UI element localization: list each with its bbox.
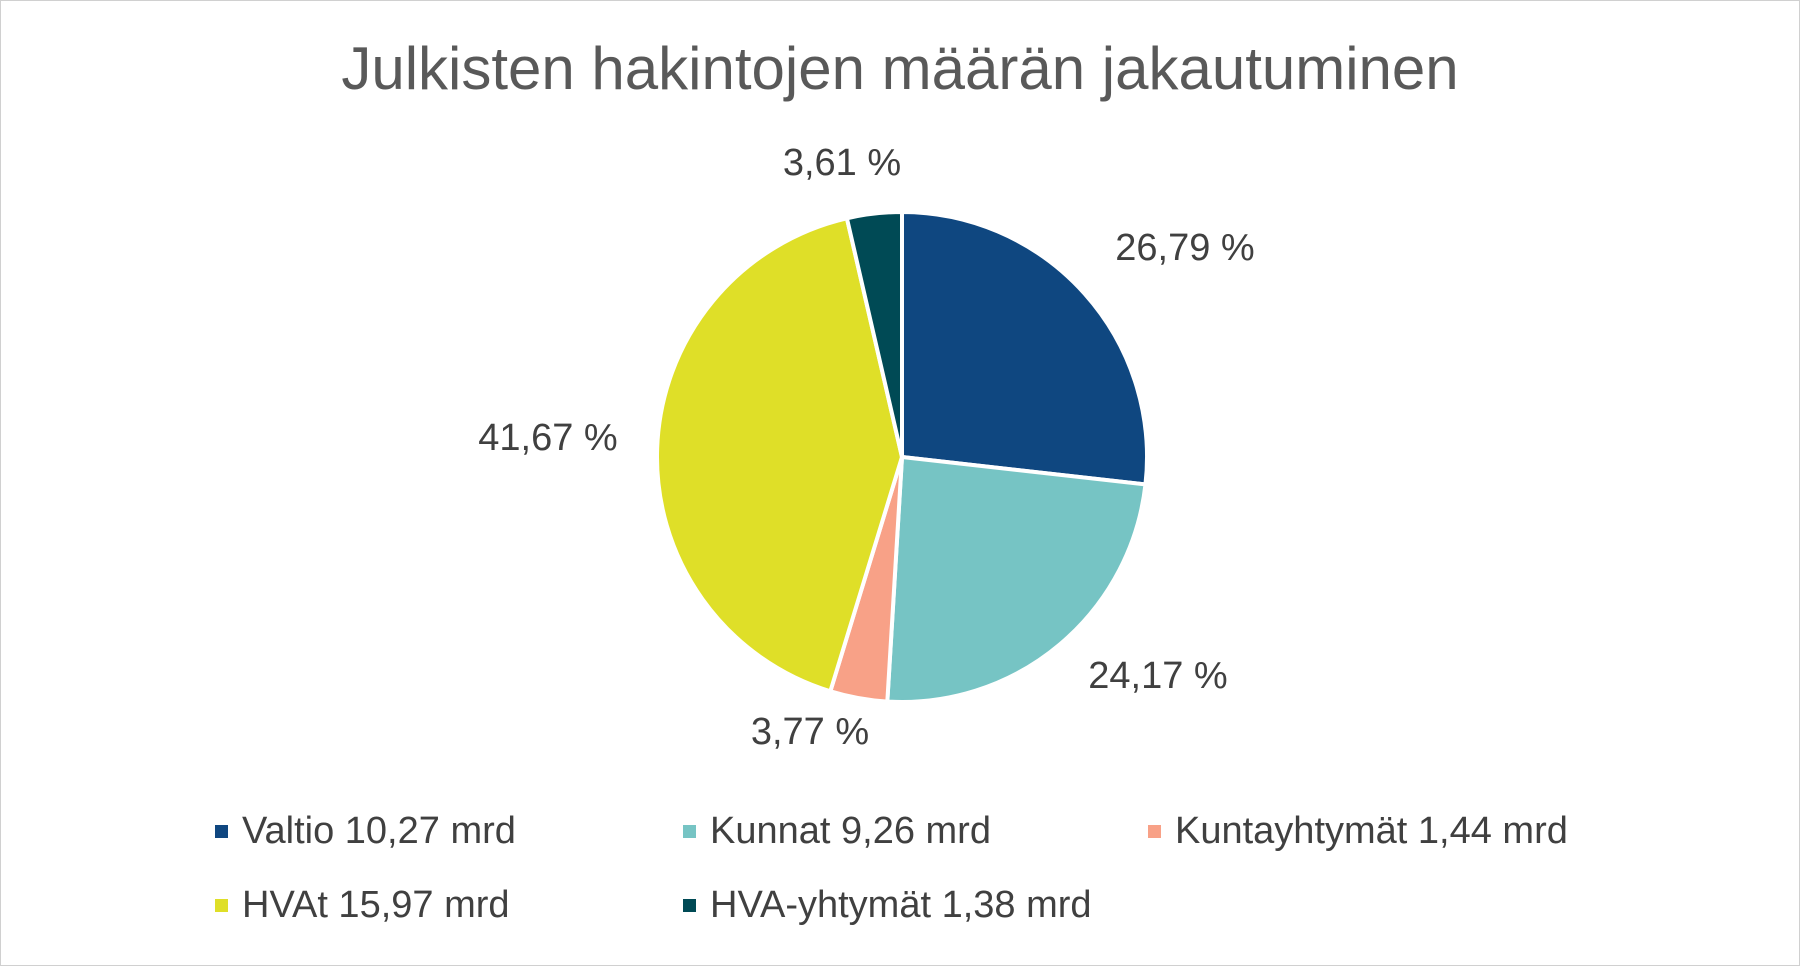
pie-slice-5 — [844, 210, 904, 459]
legend-swatch-3 — [1148, 824, 1161, 838]
legend-item-5: HVA-yhtymät 1,38 mrd — [683, 880, 1092, 930]
legend-label-3: Kuntayhtymät 1,44 mrd — [1175, 809, 1568, 852]
legend-swatch-5 — [683, 898, 696, 912]
legend-label-5: HVA-yhtymät 1,38 mrd — [710, 883, 1092, 926]
legend-item-2: Kunnat 9,26 mrd — [683, 806, 991, 856]
pie-slice-2 — [885, 455, 1148, 704]
legend-swatch-4 — [215, 898, 228, 912]
slice-label-3: 3,77 % — [751, 711, 869, 753]
legend-label-1: Valtio 10,27 mrd — [242, 809, 516, 852]
slice-label-1: 26,79 % — [1115, 227, 1254, 269]
legend-swatch-2 — [683, 824, 696, 838]
legend-label-4: HVAt 15,97 mrd — [242, 883, 510, 926]
pie-slice-4 — [655, 216, 904, 694]
legend-item-1: Valtio 10,27 mrd — [215, 806, 516, 856]
slice-label-4: 41,67 % — [478, 417, 617, 459]
legend-label-2: Kunnat 9,26 mrd — [710, 809, 991, 852]
legend-swatch-1 — [215, 824, 228, 838]
chart-title: Julkisten hakintojen määrän jakautuminen — [341, 35, 1459, 102]
pie-slice-1 — [900, 210, 1149, 487]
slice-label-2: 24,17 % — [1088, 655, 1227, 697]
slice-label-5: 3,61 % — [783, 142, 901, 184]
legend-item-4: HVAt 15,97 mrd — [215, 880, 510, 930]
legend-item-3: Kuntayhtymät 1,44 mrd — [1148, 806, 1568, 856]
